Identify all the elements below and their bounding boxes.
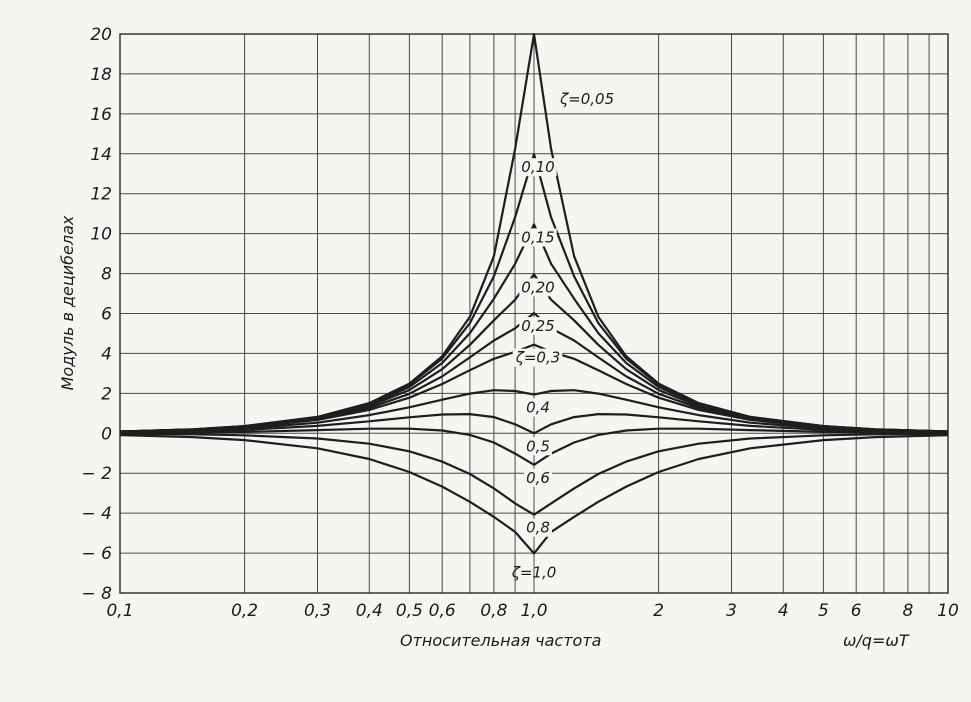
series-label-background [519,228,557,247]
series-label-background [512,348,563,367]
y-tick-label: − 2 [82,464,112,484]
x-tick-labels: 0,1 0,2 0,3 0,4 0,5 0,6 0,8 1,0 2 3 4 5 6 8 10 [106,601,958,621]
series-label: ζ=1,0 [511,563,557,581]
series-line [119,389,949,434]
y-tick-label: 12 [90,185,112,205]
series-label-background [524,468,552,487]
series-label: 0,20 [521,278,554,296]
y-tick-label: − 6 [82,544,113,564]
series-label-background [519,278,557,297]
series-label: ζ=0,3 [515,349,561,367]
x-tick-label: 0,1 [106,601,133,621]
series-line [119,273,949,433]
series-label: 0,4 [526,399,550,417]
series-label: 0,15 [521,228,554,246]
x-tick-label: 1,0 [520,601,547,621]
y-tick-label: 6 [101,305,112,325]
y-tick-label: 8 [101,265,112,285]
x-tick-label: 5 [818,601,829,621]
x-tick-label: 0,4 [356,601,383,621]
y-tick-label: 20 [90,25,112,45]
series-line [119,434,949,555]
x-tick-label: 0,5 [396,601,423,621]
y-tick-label: 0 [101,424,112,444]
x-tick-label: 0,8 [480,601,507,621]
series-line [119,413,949,435]
x-tick-label: 10 [937,601,959,621]
x-tick-label: 4 [778,601,789,621]
y-tick-label: 2 [101,384,112,404]
series-label: 0,5 [526,437,550,455]
series-label: 0,10 [521,158,554,176]
y-tick-label: − 8 [82,584,113,604]
x-tick-label: 2 [653,601,664,621]
series-labels: ζ=0,05 0,10 0,15 0,20 0,25 ζ=0,3 0,4 0,5 0,6 0,8 ζ… [511,90,614,581]
series-line [119,427,949,466]
y-axis-title: Модуль в децибелах [58,215,77,390]
series-curves [119,32,949,555]
x-axis-title: Относительная частота [400,631,601,650]
x-tick-label: 0,2 [231,601,258,621]
x-tick-label: 0,6 [429,601,456,621]
series-label: 0,6 [526,469,550,487]
x-tick-label: 8 [902,601,913,621]
y-tick-label: − 4 [82,504,112,524]
x-tick-label: 0,3 [304,601,331,621]
series-label-background [524,518,552,537]
series-label: 0,8 [526,519,550,537]
y-tick-label: 18 [90,65,112,85]
series-line [119,312,949,433]
series-label: ζ=0,05 [559,90,614,108]
series-line [119,343,949,433]
series-label-background [519,317,557,336]
y-tick-label: 16 [90,105,112,125]
series-line [119,432,949,516]
y-tick-label: 14 [90,145,112,165]
series-label-background [519,158,557,177]
x-axis-formula: ω/q=ωT [843,631,910,650]
y-tick-label: 4 [101,344,112,364]
y-tick-label: 10 [90,225,112,245]
series-label: 0,25 [521,317,554,335]
x-tick-label: 3 [726,601,737,621]
x-tick-label: 6 [851,601,862,621]
series-label-background [524,437,552,456]
series-label-background [524,398,552,417]
